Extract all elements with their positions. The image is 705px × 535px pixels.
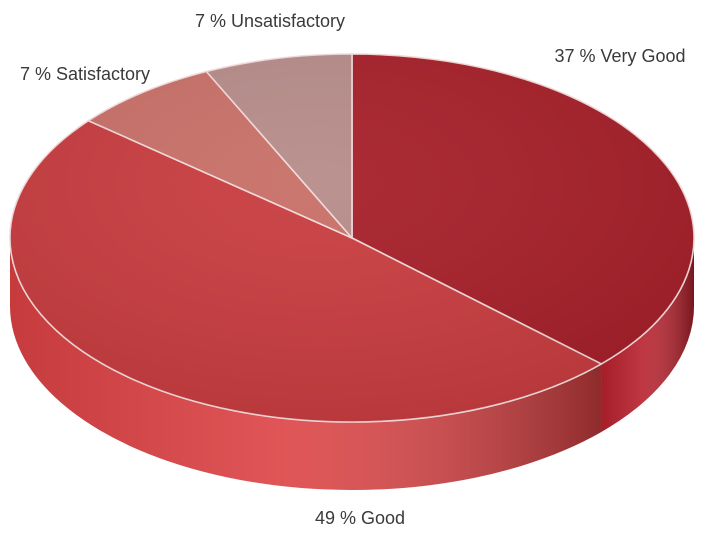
pie-top-layer: [9, 53, 695, 423]
slice-label-49-good: 49 % Good: [315, 508, 405, 528]
pie-side-shading: [601, 238, 694, 432]
pie-side-shading: [10, 238, 602, 491]
slice-label-7-unsatisfactory: 7 % Unsatisfactory: [195, 11, 345, 31]
slice-label-7-satisfactory: 7 % Satisfactory: [20, 64, 150, 84]
slice-label-37-very-good: 37 % Very Good: [554, 46, 685, 66]
pie-top-shading: [10, 54, 694, 422]
pie-label-layer: 37 % Very Good 49 % Good 7 % Satisfactory 7…: [20, 11, 686, 528]
